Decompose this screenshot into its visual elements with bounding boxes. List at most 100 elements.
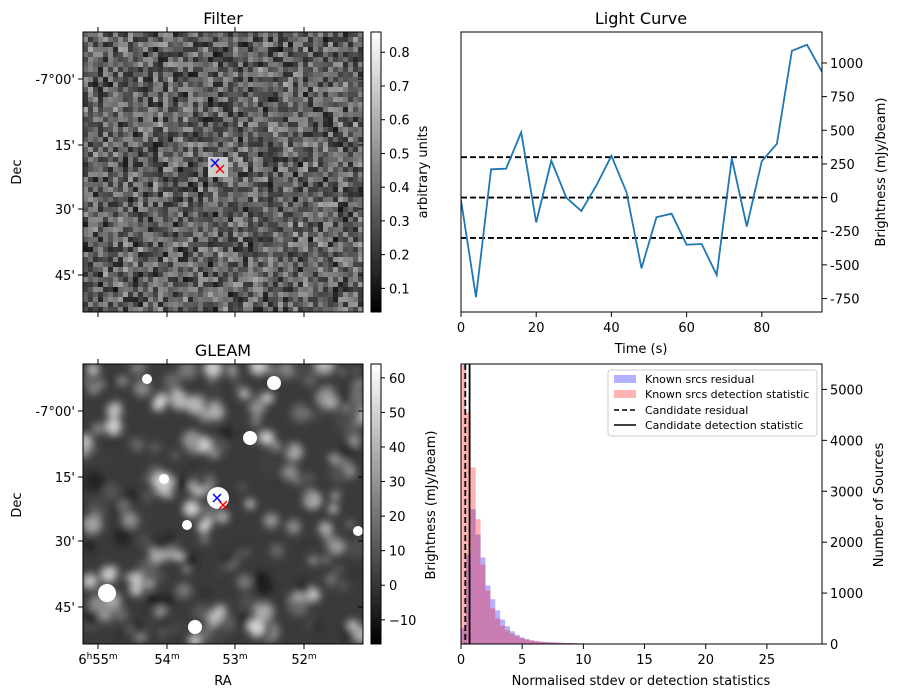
histogram-bar-residual: [475, 534, 481, 644]
filter-colorbar-tick-label: 0.7: [389, 80, 410, 95]
gleam-bright-source: [243, 431, 257, 445]
lightcurve-panel: Light Curve 0 20 40 60 80 -750 -500 -250 0 250 50…: [457, 9, 889, 357]
gleam-colorbar-tick-label: 0: [389, 579, 397, 594]
histogram-bar-detection: [500, 625, 506, 644]
histogram-bar-detection: [461, 365, 466, 644]
histogram-xtick-label: 10: [575, 653, 592, 668]
histogram-ytick-label: 3000: [830, 485, 863, 500]
gleam-colorbar-tick-label: 30: [389, 476, 406, 491]
lightcurve-ylabel: Brightness (mJy/beam): [874, 98, 889, 247]
filter-frame: [82, 31, 364, 313]
gleam-xtick-label: 52m: [291, 652, 316, 668]
gleam-frame: [82, 363, 364, 645]
histogram-bar-detection: [539, 641, 545, 644]
lightcurve-ytick-label: -750: [830, 293, 860, 308]
filter-ylabel: Dec: [10, 159, 25, 184]
histogram-bar-detection: [490, 608, 496, 644]
lightcurve-xtick-label: 20: [528, 321, 545, 336]
histogram-bar-detection: [549, 642, 555, 644]
histogram-bar-residual: [490, 599, 496, 644]
gleam-colorbar-tick-label: 60: [389, 372, 406, 387]
gleam-colorbar-tick-label: 50: [389, 406, 406, 421]
legend-label-candidate-detection: Candidate detection statistic: [645, 419, 803, 432]
filter-colorbar: [370, 31, 382, 313]
lightcurve-xtick-label: 0: [457, 321, 465, 336]
filter-markers: [210, 158, 225, 174]
filter-ytick-label: 30': [55, 203, 75, 218]
lightcurve-ytick-label: 1000: [830, 57, 863, 72]
histogram-bar-residual: [544, 642, 550, 644]
lightcurve-ytick-label: -500: [830, 259, 860, 274]
gleam-y-ticks: -7°00' 15' 30' 45': [35, 405, 363, 616]
gleam-image: [83, 364, 363, 644]
histogram-bar-residual: [500, 619, 506, 644]
histogram-bar-residual: [519, 637, 525, 644]
legend-swatch-residual: [614, 375, 636, 383]
lightcurve-threshold-lines: [461, 156, 822, 239]
gleam-xtick-label: 54m: [154, 652, 179, 668]
lightcurve-xtick-label: 80: [754, 321, 771, 336]
lightcurve-ytick-label: 500: [830, 124, 855, 139]
histogram-ytick-label: 0: [830, 638, 838, 653]
legend-box: [607, 369, 818, 437]
filter-colorbar-ticks: 0.1 0.2 0.3 0.4 0.5 0.6 0.7 0.8: [381, 46, 410, 297]
histogram-xtick-label: 0: [457, 653, 465, 668]
histogram-panel: 0 5 10 15 20 25 0 1000 2000 3000 4000 5000 Normali…: [457, 363, 887, 689]
gleam-markers: [212, 493, 228, 510]
filter-ytick-label: 45': [55, 269, 75, 284]
histogram-bar-detection: [558, 642, 564, 644]
legend-swatch-detection: [614, 390, 636, 398]
histogram-bar-residual: [480, 557, 486, 644]
histogram-bar-residual: [539, 641, 545, 644]
lightcurve-series-line: [461, 43, 822, 298]
filter-colorbar-tick-label: 0.5: [389, 147, 410, 162]
histogram-legend: Known srcs residual Known srcs detection…: [607, 369, 818, 437]
gleam-ylabel: Dec: [10, 492, 25, 517]
histogram-bar-residual: [485, 585, 491, 644]
filter-x-tick-marks: [97, 27, 305, 317]
gleam-ytick-label: 30': [55, 535, 75, 550]
histogram-y-ticks: 0 1000 2000 3000 4000 5000: [822, 383, 863, 653]
filter-marker-red-x: [215, 164, 225, 174]
gleam-xtick-label: 6h55m: [78, 652, 117, 668]
histogram-ytick-label: 1000: [830, 587, 863, 602]
histogram-bar-detection: [470, 467, 476, 644]
histogram-bar-residual: [524, 639, 530, 644]
histogram-bar-detection: [465, 412, 471, 644]
gleam-bright-source: [267, 376, 281, 390]
gleam-bright-source: [182, 520, 192, 530]
histogram-x-ticks: 0 5 10 15 20 25: [457, 644, 775, 668]
histogram-xtick-label: 20: [697, 653, 714, 668]
histogram-ytick-label: 4000: [830, 434, 863, 449]
histogram-bar-detection: [534, 641, 540, 644]
filter-y-ticks: -7°00' 15' 30' 45': [35, 73, 363, 284]
histogram-bar-residual: [563, 642, 569, 644]
histogram-bar-detection: [475, 519, 481, 644]
histogram-bar-residual: [534, 641, 540, 644]
lightcurve-ytick-label: 0: [830, 192, 838, 207]
histogram-bar-detection: [505, 630, 510, 644]
gleam-bright-source: [188, 620, 202, 634]
lightcurve-xlabel: Time (s): [614, 342, 668, 357]
histogram-bar-residual: [549, 642, 555, 644]
histogram-xtick-label: 15: [636, 653, 653, 668]
filter-ytick-label: -7°00': [35, 73, 75, 88]
filter-colorbar-tick-label: 0.2: [389, 249, 410, 264]
lightcurve-xtick-label: 60: [678, 321, 695, 336]
filter-colorbar-label: arbitrary units: [416, 125, 431, 218]
legend-label-detection: Known srcs detection statistic: [645, 388, 809, 401]
filter-colorbar-tick-label: 0.4: [389, 181, 410, 196]
histogram-xtick-label: 5: [518, 653, 526, 668]
gleam-colorbar-tick-label: −10: [389, 614, 416, 629]
histogram-bar-residual: [465, 554, 471, 644]
filter-ytick-label: 15': [55, 139, 75, 154]
gleam-ytick-label: -7°00': [35, 405, 75, 420]
gleam-colorbar-ticks: −10 0 10 20 30 40 50 60: [381, 372, 416, 629]
histogram-bar-residual: [505, 626, 510, 644]
lightcurve-frame: [460, 31, 823, 313]
histogram-bar-residual: [529, 640, 535, 644]
histogram-bar-detection: [529, 640, 535, 644]
gleam-marker-red-x: [218, 500, 228, 510]
filter-colorbar-tick-label: 0.1: [389, 282, 410, 297]
